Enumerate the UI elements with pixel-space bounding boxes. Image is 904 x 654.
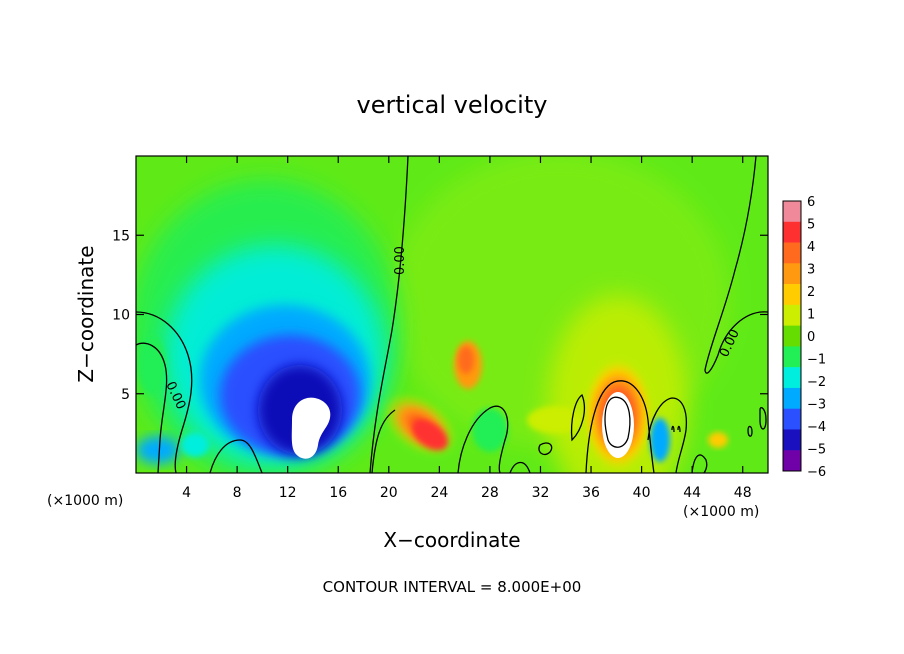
colorbar-swatch <box>783 284 801 306</box>
colorbar-swatch <box>783 221 801 243</box>
colorbar-tick-label: 5 <box>807 218 815 233</box>
colorbar-swatch <box>783 325 801 347</box>
colorbar-swatch <box>783 201 801 223</box>
colorbar-tick-label: −1 <box>807 353 826 368</box>
downdraft-core <box>291 397 331 459</box>
colorbar-swatch <box>783 367 801 389</box>
colorbar-swatch <box>783 263 801 285</box>
y-axis-label: Z−coordinate <box>74 245 98 382</box>
x-tick-label: 20 <box>380 485 398 501</box>
x-tick-label: 44 <box>683 485 701 501</box>
colorbar-tick-label: −6 <box>807 465 826 480</box>
colorbar-tick-label: 4 <box>807 240 815 255</box>
x-tick-label: 4 <box>182 485 191 501</box>
chart-title: vertical velocity <box>357 91 548 119</box>
x-unit-right: (×1000 m) <box>683 504 759 520</box>
x-tick-label: 28 <box>481 485 499 501</box>
colorbar-tick-label: 1 <box>807 308 815 323</box>
colorbar-swatch <box>783 450 801 472</box>
colorbar-tick-label: 3 <box>807 263 815 278</box>
updraft-core <box>602 392 634 458</box>
colorbar-swatch <box>783 429 801 451</box>
x-tick-label: 36 <box>582 485 600 501</box>
colorbar-swatch <box>783 304 801 326</box>
x-tick-label: 40 <box>633 485 651 501</box>
zero-contours <box>136 156 768 473</box>
y-axis: 5 10 15 <box>112 228 768 403</box>
colorbar-tick-label: −4 <box>807 420 826 435</box>
colorbar-swatch <box>783 408 801 430</box>
contour-label-center: 0.00 <box>393 246 408 275</box>
x-tick-label: 32 <box>532 485 550 501</box>
colorbar-tick-label: 6 <box>807 195 815 210</box>
colorbar-tick-label: 2 <box>807 285 815 300</box>
x-tick-label: 12 <box>279 485 297 501</box>
colorbar-swatch <box>783 242 801 264</box>
colorbar-tick-label: −5 <box>807 443 826 458</box>
colorbar-tick-label: −3 <box>807 398 826 413</box>
y-tick-label: 5 <box>121 387 130 403</box>
x-tick-label: 8 <box>233 485 242 501</box>
x-axis-label: X−coordinate <box>383 528 520 552</box>
colorbar: 6 5 4 3 2 1 0 −1 −2 −3 −4 −5 −6 <box>782 195 826 480</box>
x-tick-label: 48 <box>734 485 752 501</box>
y-tick-label: 10 <box>112 308 130 324</box>
velocity-field <box>136 156 768 473</box>
x-tick-label: 16 <box>329 485 347 501</box>
colorbar-frame <box>782 200 802 472</box>
x-axis: 4 8 12 16 20 24 28 32 36 40 44 48 <box>182 156 752 501</box>
colorbar-tick-label: −2 <box>807 375 826 390</box>
colorbar-tick-label: 0 <box>807 330 815 345</box>
x-tick-label: 24 <box>430 485 448 501</box>
contour-interval-note: CONTOUR INTERVAL = 8.000E+00 <box>323 578 582 596</box>
x-unit-left: (×1000 m) <box>47 493 123 509</box>
colorbar-swatch <box>783 387 801 409</box>
colorbar-swatch <box>783 346 801 368</box>
y-tick-label: 15 <box>112 228 130 244</box>
